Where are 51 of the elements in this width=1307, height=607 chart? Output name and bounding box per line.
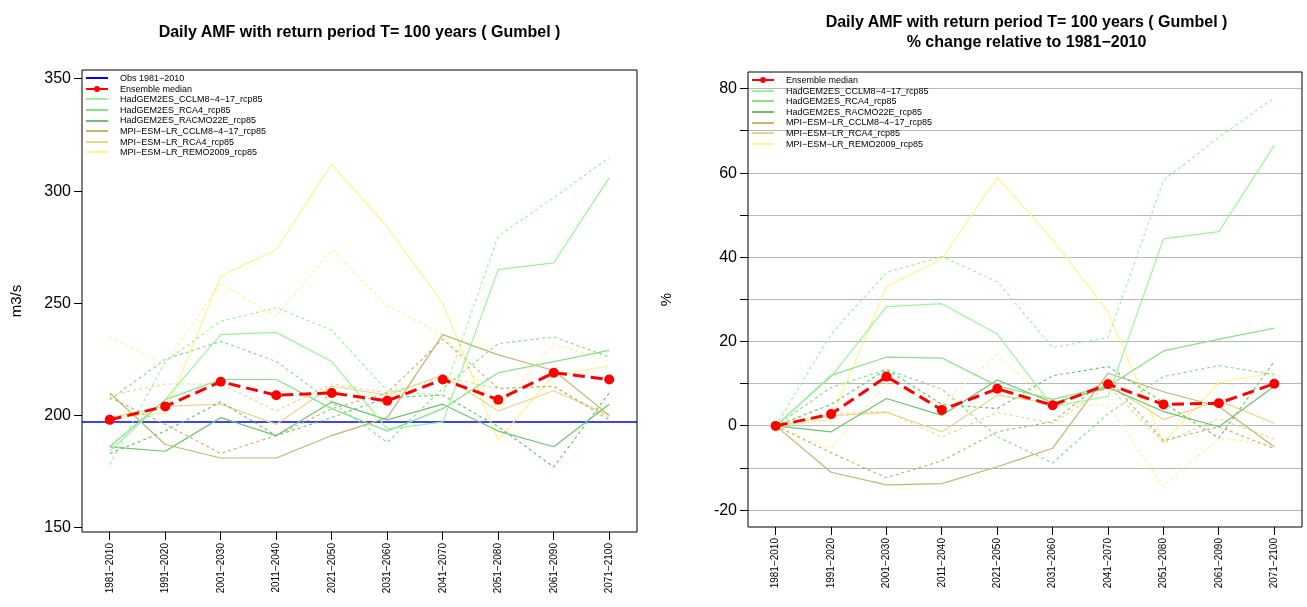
x-tick-label: 2061−2090: [1212, 537, 1224, 589]
y-tick-label: 200: [44, 405, 72, 423]
legend-label: MPI−ESM−LR_REMO2009_rcp85: [786, 138, 924, 150]
legend-label: HadGEM2ES_CCLM8−4−17_rcp85: [120, 94, 263, 105]
x-tick-label: 2071−2100: [1268, 537, 1280, 589]
x-tick-label: 2061−2090: [547, 542, 559, 594]
y-tick-label: 20: [719, 332, 738, 350]
x-tick-label: 2001−2030: [214, 542, 226, 594]
x-tick-label: 1981−2010: [769, 537, 781, 589]
x-tick-label: 2041−2070: [1101, 537, 1113, 589]
x-tick-label: 2051−2080: [1157, 537, 1169, 589]
legend-label: MPI−ESM−LR_CCLM8−4−17_rcp85: [120, 125, 267, 137]
x-tick-label: 2021−2050: [991, 537, 1003, 589]
legend-label: MPI−ESM−LR_RCA4_rcp85: [786, 127, 901, 139]
x-tick-label: 2041−2070: [436, 542, 448, 594]
x-tick-label: 2011−2040: [270, 542, 281, 593]
x-tick-label: 2051−2080: [492, 542, 503, 594]
legend-label: MPI−ESM−LR_CCLM8−4−17_rcp85: [786, 117, 933, 128]
y-tick-label: -20: [713, 500, 738, 518]
x-tick-label: 2031−2060: [1046, 537, 1058, 589]
x-tick-label: 1991−2020: [159, 542, 170, 594]
y-tick-label: 350: [44, 69, 72, 87]
legend-label: Ensemble median: [786, 75, 859, 86]
x-tick-label: 1981−2010: [103, 542, 115, 594]
y-axis-title: m3/s: [7, 284, 25, 318]
legend-label: HadGEM2ES_RCA4_rcp85: [120, 104, 231, 116]
legend-label: HadGEM2ES_RCA4_rcp85: [786, 96, 897, 107]
chart-title: Daily AMF with return period T= 100 years ( Gumbel ): [157, 22, 562, 42]
y-tick-label: 300: [44, 181, 72, 199]
legend-label: MPI−ESM−LR_RCA4_rcp85: [120, 136, 235, 148]
chart-subtitle: % change relative to 1981−2010: [905, 32, 1148, 52]
legend-label: HadGEM2ES_RACMO22E_rcp85: [120, 115, 257, 126]
legend-label: Obs 1981−2010: [120, 73, 185, 84]
y-tick-label: 80: [719, 79, 738, 97]
x-tick-label: 2021−2050: [325, 542, 337, 594]
x-tick-label: 1991−2020: [824, 537, 836, 589]
x-tick-label: 2031−2060: [381, 542, 392, 594]
y-tick-label: 40: [719, 247, 738, 265]
x-tick-label: 2011−2040: [935, 537, 947, 588]
y-tick-label: 60: [719, 163, 738, 181]
x-tick-label: 2001−2030: [880, 537, 892, 589]
legend-label: HadGEM2ES_CCLM8−4−17_rcp85: [786, 85, 929, 97]
y-tick-label: 150: [44, 517, 72, 535]
legend-label: Ensemble median: [120, 83, 193, 95]
y-tick-label: 0: [728, 416, 738, 434]
y-axis-title: %: [657, 292, 675, 307]
y-tick-label: 250: [44, 293, 72, 311]
legend-label: HadGEM2ES_RACMO22E_rcp85: [786, 106, 923, 118]
legend-label: MPI−ESM−LR_REMO2009_rcp85: [120, 147, 258, 158]
chart-title: Daily AMF with return period T= 100 years ( Gumbel ): [824, 12, 1229, 32]
x-tick-label: 2071−2100: [603, 542, 614, 594]
